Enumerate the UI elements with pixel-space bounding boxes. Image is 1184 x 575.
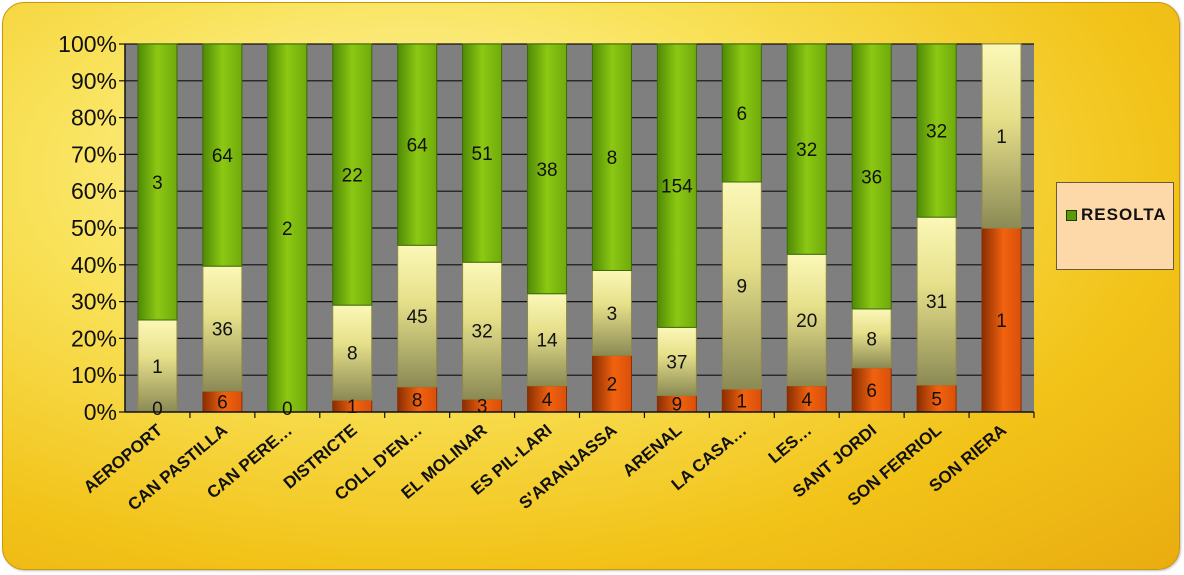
bar-segment [527,293,568,387]
bar-segment [916,384,957,413]
bar-segment [397,386,438,413]
bar-segment [656,326,697,396]
bar-segment [137,43,178,321]
data-label: 36 [212,320,233,341]
bar-segment [397,244,438,388]
data-label: 6 [217,393,228,414]
bar-segment [137,319,178,413]
bar-segment [721,43,762,183]
data-label: 154 [661,177,693,198]
data-label: 38 [536,160,557,181]
x-tick-label: ARENAL [619,421,685,481]
legend: RESOLTA [1056,182,1174,270]
data-label: 64 [212,146,234,167]
data-label: 8 [347,344,358,365]
bar-segment [397,43,438,246]
bar-segment [202,265,243,392]
data-label: 0 [152,399,163,420]
data-label: 4 [542,390,553,411]
data-label: 9 [737,277,748,298]
data-label: 0 [282,399,293,420]
y-tick-label: 20% [71,325,117,351]
data-label: 32 [796,140,817,161]
data-label: 3 [607,304,618,325]
y-tick-label: 10% [71,362,117,388]
y-tick-label: 70% [71,141,117,167]
data-label: 64 [407,136,429,157]
data-label: 3 [152,173,163,194]
bar-segment [202,43,243,267]
bars [137,43,1022,413]
x-tick-label: LES… [765,421,816,468]
y-tick-label: 50% [71,215,117,241]
data-label: 36 [861,167,882,188]
data-label: 8 [412,390,423,411]
data-label: 1 [347,397,358,418]
data-labels: 0136366402182284564332514143823893715419… [152,104,1007,420]
bar-segment [786,43,827,255]
bar-segment [591,43,632,271]
data-label: 5 [931,389,942,410]
y-tick-label: 0% [84,399,117,425]
data-label: 3 [477,397,488,418]
bar-segment [591,354,632,413]
bar-segment [267,43,308,413]
data-label: 22 [342,166,363,187]
y-axis-ticks: 0% 10% 20% 30% 40% 50% 60% 70% 80% 90% 100% [58,31,125,425]
data-label: 6 [737,104,748,125]
data-label: 14 [536,331,558,352]
data-label: 1 [152,357,163,378]
bar-segment [916,43,957,218]
data-label: 1 [996,127,1007,148]
data-label: 2 [282,219,293,240]
bar-segment [591,269,632,356]
bar-segment [462,43,503,263]
bar-segment [981,43,1022,229]
bar-segment [786,385,827,413]
y-tick-label: 90% [71,68,117,94]
data-label: 45 [407,307,428,328]
data-label: 9 [672,395,683,416]
data-label: 20 [796,311,817,332]
bar-segment [916,216,957,386]
bar-segment [786,253,827,387]
bar-segment [462,261,503,400]
data-label: 2 [607,375,618,396]
y-tick-label: 30% [71,289,117,315]
legend-swatch-resolta [1066,210,1077,221]
data-label: 6 [866,381,877,402]
bar-segment [527,43,568,295]
y-tick-label: 40% [71,252,117,278]
data-label: 4 [801,390,812,411]
data-label: 32 [472,322,493,343]
data-label: 31 [926,292,947,313]
bar-segment [656,43,697,328]
data-label: 1 [996,311,1007,332]
y-tick-label: 60% [71,178,117,204]
y-tick-label: 80% [71,105,117,131]
data-label: 37 [666,352,687,373]
data-label: 8 [607,148,618,169]
y-tick-label: 100% [58,31,117,57]
bar-segment [332,43,373,306]
data-label: 51 [472,144,493,165]
data-label: 1 [737,392,748,413]
bar-segment [851,43,892,310]
bar-segment [332,304,373,401]
data-label: 8 [866,329,877,350]
data-label: 32 [926,122,947,143]
legend-label-resolta: RESOLTA [1081,205,1167,224]
